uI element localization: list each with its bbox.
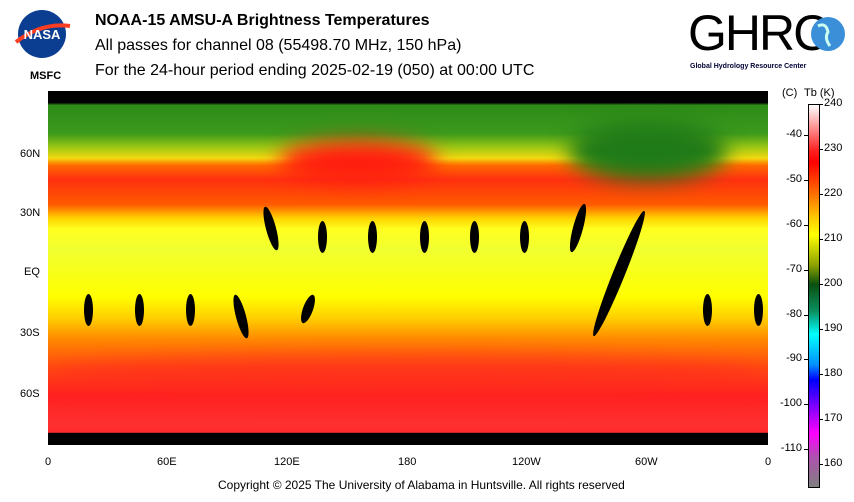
colorbar-c-tick: -100: [779, 397, 802, 410]
ghrc-logo: GHRC: [688, 5, 829, 61]
colorbar-c-tick-mark: [804, 314, 808, 316]
data-gap: [135, 294, 144, 326]
colorbar-k-tick-mark: [819, 148, 823, 150]
lon-tick-0-end: 0: [765, 456, 772, 468]
colorbar-c-tick-mark: [804, 224, 808, 226]
colorbar-kelvin-label: Tb (K): [804, 87, 835, 99]
colorbar-c-tick: -60: [786, 217, 802, 230]
data-gap: [368, 221, 377, 253]
data-gap: [84, 294, 93, 326]
colorbar-k-tick: 240: [824, 97, 843, 109]
colorbar-k-tick-mark: [819, 418, 823, 420]
colorbar-c-tick-mark: [804, 269, 808, 271]
arctic-cold-region: [568, 121, 728, 181]
colorbar-k-tick-mark: [819, 283, 823, 285]
subtitle-channel: All passes for channel 08 (55498.70 MHz,…: [95, 37, 462, 54]
globe-icon: [811, 17, 845, 51]
data-gap: [186, 294, 195, 326]
copyright-footer: Copyright © 2025 The University of Alaba…: [218, 478, 625, 492]
colorbar-k-tick-mark: [819, 328, 823, 330]
page-title: NOAA-15 AMSU-A Brightness Temperatures: [95, 12, 430, 29]
colorbar-k-tick-mark: [819, 238, 823, 240]
lon-tick-120w: 120W: [512, 456, 541, 468]
data-gap: [260, 205, 282, 252]
lon-tick-0: 0: [45, 456, 52, 468]
brightness-temperature-map: [48, 91, 768, 445]
msfc-label: MSFC: [30, 70, 62, 82]
data-gap: [703, 294, 712, 326]
lon-tick-180: 180: [398, 456, 417, 468]
data-gap: [230, 293, 252, 340]
colorbar-c-tick: -70: [786, 262, 802, 275]
lat-tick-60n: 60N: [20, 148, 41, 160]
lat-tick-30s: 30S: [20, 327, 40, 339]
colorbar-celsius-label: (C): [782, 87, 798, 99]
data-gap: [318, 221, 327, 253]
colorbar-k-tick: 180: [824, 366, 843, 379]
colorbar-k-tick-mark: [819, 104, 823, 105]
colorbar-k-tick-mark: [819, 463, 823, 465]
colorbar-c-tick-mark: [804, 134, 808, 136]
warm-region-south: [48, 356, 768, 396]
data-gap: [298, 293, 318, 325]
lon-tick-60w: 60W: [635, 456, 658, 468]
lon-tick-120e: 120E: [274, 456, 300, 468]
colorbar-c-tick: -110: [780, 442, 802, 455]
ghrc-subtitle: Global Hydrology Resource Center: [690, 63, 807, 70]
colorbar-k-tick: 190: [824, 321, 843, 334]
colorbar-c-tick-mark: [804, 449, 808, 451]
colorbar-k-tick: 200: [824, 276, 843, 289]
colorbar-c-tick: -50: [786, 172, 802, 185]
colorbar-c-tick-mark: [804, 359, 808, 361]
subtitle-period: For the 24-hour period ending 2025-02-19…: [95, 62, 535, 79]
colorbar-c-tick-mark: [804, 179, 808, 181]
svg-text:NASA: NASA: [24, 27, 61, 42]
data-gap: [470, 221, 479, 253]
colorbar-c-tick: -80: [786, 307, 802, 320]
colorbar-k-tick: 230: [824, 141, 843, 154]
data-gap: [754, 294, 763, 326]
colorbar-c-tick: -40: [786, 127, 802, 140]
data-gap: [566, 202, 590, 254]
warm-region-pacific: [278, 141, 438, 181]
colorbar-k-tick: 160: [824, 456, 843, 469]
colorbar-c-tick-mark: [804, 404, 808, 406]
colorbar-c-tick: -90: [786, 352, 802, 365]
colorbar-k-tick: 220: [824, 186, 843, 199]
data-gap: [420, 221, 429, 253]
data-gap: [588, 208, 650, 339]
colorbar-k-tick: 170: [824, 411, 843, 424]
lat-tick-30n: 30N: [20, 207, 41, 219]
colorbar: [808, 104, 820, 488]
colorbar-k-tick-mark: [819, 193, 823, 195]
colorbar-k-tick-mark: [819, 373, 823, 375]
lat-tick-60s: 60S: [20, 388, 40, 400]
nasa-logo: NASA: [14, 10, 71, 58]
lon-tick-60e: 60E: [157, 456, 177, 468]
colorbar-k-tick: 210: [824, 231, 843, 244]
lat-tick-eq: EQ: [24, 266, 40, 278]
data-gap: [520, 221, 529, 253]
